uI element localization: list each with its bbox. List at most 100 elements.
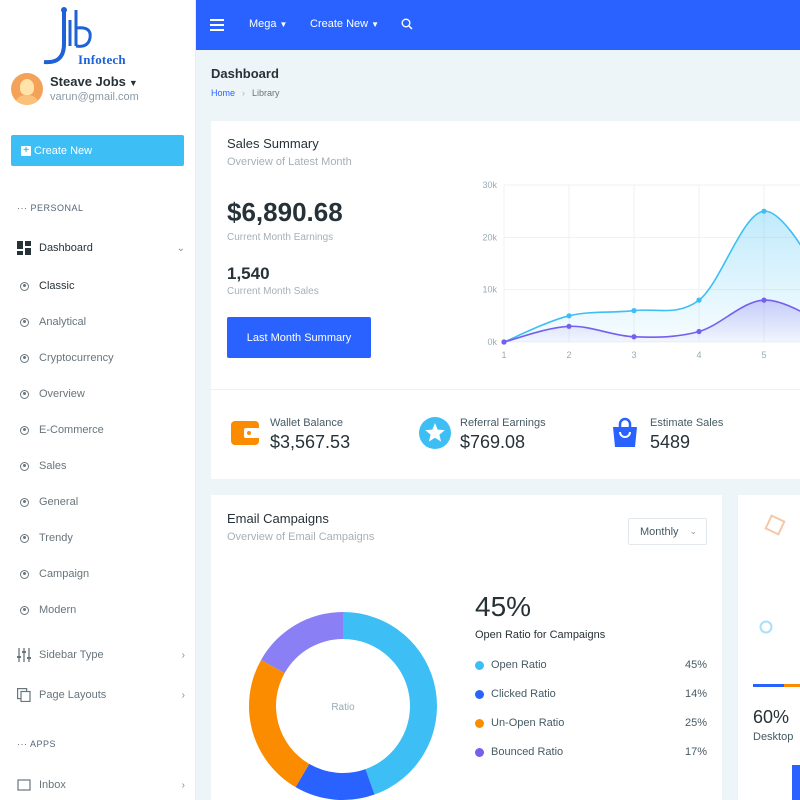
legend-value: 45% [684, 659, 707, 671]
x-tick-label: 5 [761, 350, 766, 360]
sidebar-item-label: Sidebar Type [39, 649, 104, 661]
legend-label: Bounced Ratio [491, 746, 564, 758]
create-new-button[interactable]: + Create New [11, 135, 184, 166]
breadcrumb-home[interactable]: Home [211, 88, 236, 98]
user-email: varun@gmail.com [50, 91, 139, 103]
create-new-menu[interactable]: Create New ▼ [310, 18, 379, 30]
email-campaigns-card: Email Campaigns Overview of Email Campai… [211, 495, 722, 800]
user-menu[interactable]: Steave Jobs ▼ [50, 74, 138, 89]
section-personal: ··· PERSONAL [17, 203, 84, 213]
chevron-down-icon: ⌄ [176, 242, 185, 254]
sidebar-item-dashboard[interactable]: Dashboard ⌄ [17, 238, 187, 258]
search-icon[interactable] [401, 18, 413, 30]
circle-icon [20, 389, 29, 399]
device-button[interactable] [792, 765, 800, 800]
sidebar-item-label: Modern [39, 604, 77, 616]
series-point [566, 313, 572, 319]
series-point [631, 334, 637, 340]
chevron-right-icon: › [181, 649, 185, 661]
stat-label: Referral Earnings [460, 417, 546, 429]
sidebar-item-classic[interactable]: Classic [20, 277, 74, 295]
page-title: Dashboard [211, 66, 279, 81]
chevron-right-icon: › [242, 88, 246, 98]
legend-value: 17% [684, 746, 707, 758]
menu-icon[interactable] [210, 19, 224, 31]
circle-shape-icon [759, 620, 773, 634]
stat-label: Estimate Sales [650, 417, 724, 429]
series-area [504, 211, 800, 342]
shopping-bag-icon [613, 417, 637, 447]
sidebar-item-campaign[interactable]: Campaign [20, 565, 89, 583]
card-subtitle: Overview of Latest Month [227, 156, 352, 168]
legend-clicked-ratio: Clicked Ratio 14% [475, 686, 707, 702]
y-tick-label: 0k [487, 337, 497, 347]
breadcrumb: Home › Library [211, 88, 280, 98]
sidebar-item-modern[interactable]: Modern [20, 601, 76, 619]
avatar[interactable] [11, 73, 43, 105]
sidebar: Infotech Steave Jobs ▼ varun@gmail.com + … [0, 0, 196, 800]
sidebar-item-cryptocurrency[interactable]: Cryptocurrency [20, 349, 114, 367]
last-month-summary-button[interactable]: Last Month Summary [227, 317, 371, 358]
section-apps: ··· APPS [17, 739, 57, 749]
top-navbar: Mega ▼ Create New ▼ [196, 0, 800, 50]
circle-icon [20, 497, 29, 507]
chevron-down-icon: ▼ [128, 78, 138, 88]
divider [211, 389, 800, 390]
sidebar-item-page-layouts[interactable]: Page Layouts › [17, 685, 187, 705]
circle-icon [20, 353, 29, 363]
plus-icon: + [21, 145, 31, 156]
series-point [566, 323, 572, 329]
sidebar-item-overview[interactable]: Overview [20, 385, 85, 403]
x-tick-label: 2 [566, 350, 571, 360]
y-tick-label: 10k [482, 285, 497, 295]
star-badge-icon [419, 417, 451, 449]
stat-value: $3,567.53 [270, 432, 351, 452]
sidebar-item-label: Trendy [39, 532, 73, 544]
brand-logo-text: Infotech [78, 52, 126, 67]
sidebar-item-inbox[interactable]: Inbox › [17, 775, 187, 795]
legend-bounced-ratio: Bounced Ratio 17% [475, 744, 707, 760]
sidebar-item-ecommerce[interactable]: E-Commerce [20, 421, 104, 439]
mega-menu-label: Mega [249, 18, 277, 30]
circle-icon [20, 281, 29, 291]
device-card [738, 495, 800, 800]
mega-menu[interactable]: Mega ▼ [249, 18, 287, 30]
sidebar-item-label: Overview [39, 388, 85, 400]
legend-value: 25% [684, 717, 707, 729]
diamond-shape-icon [764, 514, 786, 536]
sales-label: Current Month Sales [227, 286, 319, 297]
desktop-pct: 60% [753, 707, 790, 727]
stat-label: Wallet Balance [270, 417, 343, 429]
series-area [504, 300, 800, 342]
legend-dot [475, 689, 484, 699]
campaign-donut-chart: Ratio [249, 612, 437, 800]
earnings-value: $6,890.68 [227, 197, 343, 227]
sidebar-item-general[interactable]: General [20, 493, 78, 511]
series-point [696, 328, 702, 335]
circle-icon [20, 533, 29, 543]
legend-dot [475, 660, 484, 670]
sidebar-item-trendy[interactable]: Trendy [20, 529, 73, 547]
sidebar-item-label: Classic [39, 280, 75, 292]
legend-value: 14% [684, 688, 707, 700]
sidebar-item-analytical[interactable]: Analytical [20, 313, 86, 331]
legend-open-ratio: Open Ratio 45% [475, 657, 707, 673]
series-point [761, 208, 767, 214]
series-point [696, 297, 702, 303]
legend-label: Un-Open Ratio [491, 717, 565, 729]
y-tick-label: 30k [482, 180, 497, 190]
sidebar-item-label: E-Commerce [39, 424, 104, 436]
donut-center-label: Ratio [331, 702, 355, 713]
sidebar-item-sidebar-type[interactable]: Sidebar Type › [17, 645, 187, 665]
period-select[interactable]: Monthly ⌄ [628, 518, 707, 545]
desktop-label: Desktop [753, 731, 794, 743]
sales-area-chart: 0k 10k 20k 30k 1 2 3 4 5 [482, 180, 800, 360]
earnings-label: Current Month Earnings [227, 232, 334, 243]
x-tick-label: 1 [501, 350, 506, 360]
donut-slice [343, 612, 437, 795]
sidebar-item-sales[interactable]: Sales [20, 457, 67, 475]
create-new-menu-label: Create New [310, 18, 369, 30]
circle-icon [20, 317, 29, 327]
circle-icon [20, 461, 29, 471]
circle-icon [20, 605, 29, 615]
